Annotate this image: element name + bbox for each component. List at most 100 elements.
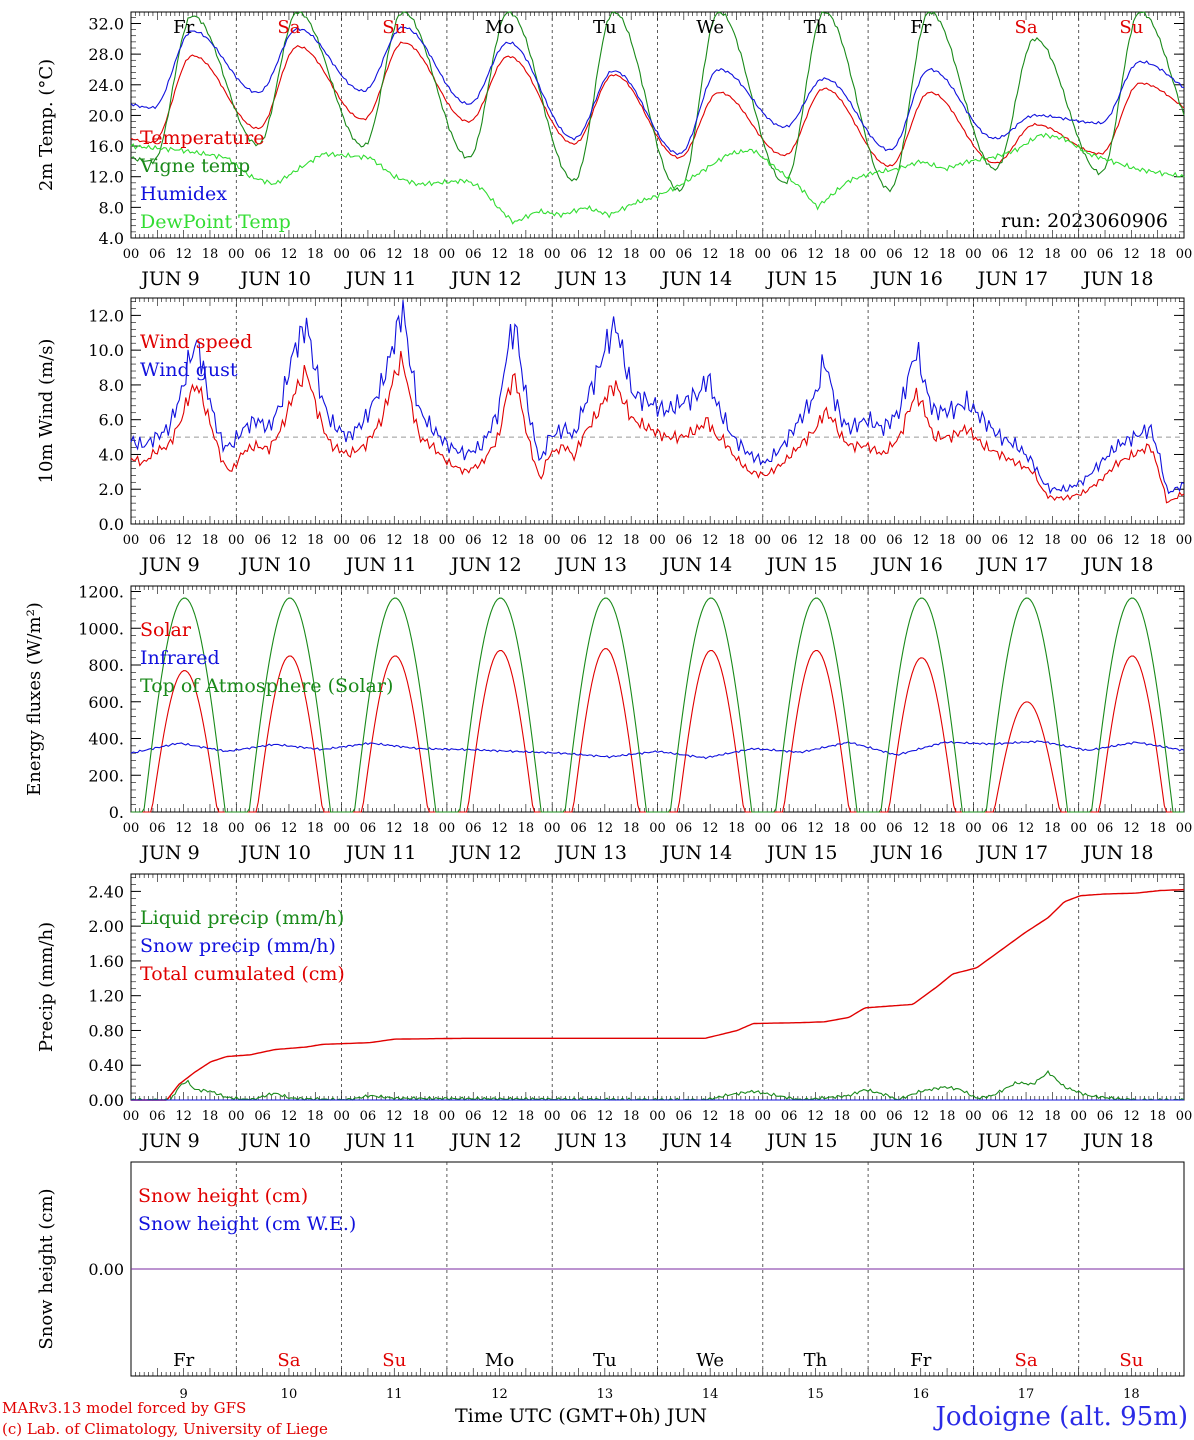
weekday-label: Mo [485,1350,514,1371]
hour-tick-label: 00 [1070,247,1087,262]
hour-tick-label: 00 [123,247,140,262]
weekday-label: Tu [593,17,617,38]
series-line [131,597,1184,813]
date-label: JUN 15 [765,1130,837,1152]
weekday-label: Fr [173,17,194,38]
legend-entry: Vigne temp [139,155,250,177]
hour-tick-label: 12 [281,821,298,836]
hour-tick-label: 06 [149,533,166,548]
y-tick-label: 2.40 [88,882,124,901]
y-tick-label: 12.0 [88,306,124,325]
day-number: 9 [180,1387,188,1402]
hour-tick-label: 06 [254,1109,271,1124]
date-label: JUN 15 [765,554,837,576]
day-number: 14 [702,1387,719,1402]
hour-tick-label: 06 [991,533,1008,548]
y-tick-label: 8.0 [99,198,124,217]
y-tick-label: 0.40 [88,1056,124,1075]
run-label: run: 2023060906 [1001,210,1168,232]
y-tick-label: 24.0 [88,76,124,95]
date-label: JUN 11 [344,1130,416,1152]
hour-tick-label: 06 [991,821,1008,836]
series-line [130,11,1185,193]
hour-tick-label: 00 [333,533,350,548]
date-label: JUN 12 [449,268,521,290]
hour-tick-label: 00 [228,533,245,548]
hour-tick-label: 18 [1044,1109,1061,1124]
hour-tick-label: 06 [149,821,166,836]
panel-1: 4.0 8.0 12.0 16.0 20.0 24.0 28.0 32.0 2m Temp. (… [36,11,1193,290]
weekday-label: Fr [910,1350,931,1371]
hour-tick-label: 18 [834,821,851,836]
day-number: 13 [597,1387,614,1402]
hour-tick-label: 12 [1123,533,1140,548]
hour-tick-label: 18 [623,247,640,262]
hour-tick-label: 00 [860,821,877,836]
hour-tick-label: 18 [728,1109,745,1124]
date-label: JUN 13 [554,1130,626,1152]
hour-tick-label: 06 [254,533,271,548]
hour-tick-label: 18 [623,1109,640,1124]
weekday-label: Sa [1015,1350,1038,1371]
hour-tick-label: 12 [1018,821,1035,836]
hour-tick-label: 00 [1070,821,1087,836]
hour-tick-label: 12 [281,533,298,548]
hour-tick-label: 12 [1018,533,1035,548]
hour-tick-label: 00 [1176,533,1193,548]
hour-tick-label: 00 [123,1109,140,1124]
y-axis-label: Snow height (cm) [36,1188,57,1349]
hour-tick-label: 18 [518,533,535,548]
date-label: JUN 10 [239,268,311,290]
date-label: JUN 13 [554,842,626,864]
y-axis-label: Energy fluxes (W/m²) [24,602,45,796]
date-label: JUN 9 [139,842,199,864]
y-axis-label: 10m Wind (m/s) [36,339,57,484]
hour-tick-label: 00 [1176,821,1193,836]
hour-tick-label: 12 [912,821,929,836]
hour-tick-label: 06 [465,247,482,262]
y-axis-label: Precip (mm/h) [36,922,57,1052]
hour-tick-label: 18 [728,247,745,262]
hour-tick-label: 00 [1176,247,1193,262]
weekday-label: Th [804,17,828,38]
y-tick-label: 800. [88,656,124,675]
hour-tick-label: 00 [1176,1109,1193,1124]
y-tick-label: 16.0 [88,137,124,156]
hour-tick-label: 00 [755,533,772,548]
legend-entry: Snow height (cm) [138,1185,308,1207]
day-number: 16 [912,1387,929,1402]
hour-tick-label: 18 [307,533,324,548]
hour-tick-label: 12 [1018,1109,1035,1124]
hour-tick-label: 18 [412,1109,429,1124]
hour-tick-label: 06 [1097,247,1114,262]
hour-tick-label: 12 [702,533,719,548]
hour-tick-label: 00 [965,533,982,548]
hour-tick-label: 18 [939,1109,956,1124]
legend-entry: Solar [140,619,192,641]
weekday-label: Su [1119,17,1143,38]
date-label: JUN 10 [239,842,311,864]
date-label: JUN 18 [1081,554,1153,576]
legend-entry: Temperature [140,127,264,149]
hour-tick-label: 18 [834,1109,851,1124]
day-number: 12 [491,1387,508,1402]
hour-tick-label: 06 [1097,1109,1114,1124]
hour-tick-label: 06 [886,533,903,548]
hour-tick-label: 06 [149,1109,166,1124]
hour-tick-label: 06 [570,1109,587,1124]
hour-tick-label: 18 [1044,247,1061,262]
y-tick-label: 0.00 [88,1260,124,1279]
hour-tick-label: 06 [1097,821,1114,836]
hour-tick-label: 18 [939,533,956,548]
hour-tick-label: 06 [676,533,693,548]
day-number: 15 [807,1387,824,1402]
hour-tick-label: 12 [491,821,508,836]
y-tick-label: 1000. [78,619,124,638]
date-label: JUN 15 [765,268,837,290]
hour-tick-label: 00 [965,821,982,836]
hour-tick-label: 18 [728,533,745,548]
panel-5: 0.00 Snow height (cm) Snow height (cm) Snow… [36,1161,1185,1377]
legend-entry: Top of Atmosphere (Solar) [140,675,393,697]
hour-tick-label: 06 [991,247,1008,262]
date-label: JUN 12 [449,842,521,864]
